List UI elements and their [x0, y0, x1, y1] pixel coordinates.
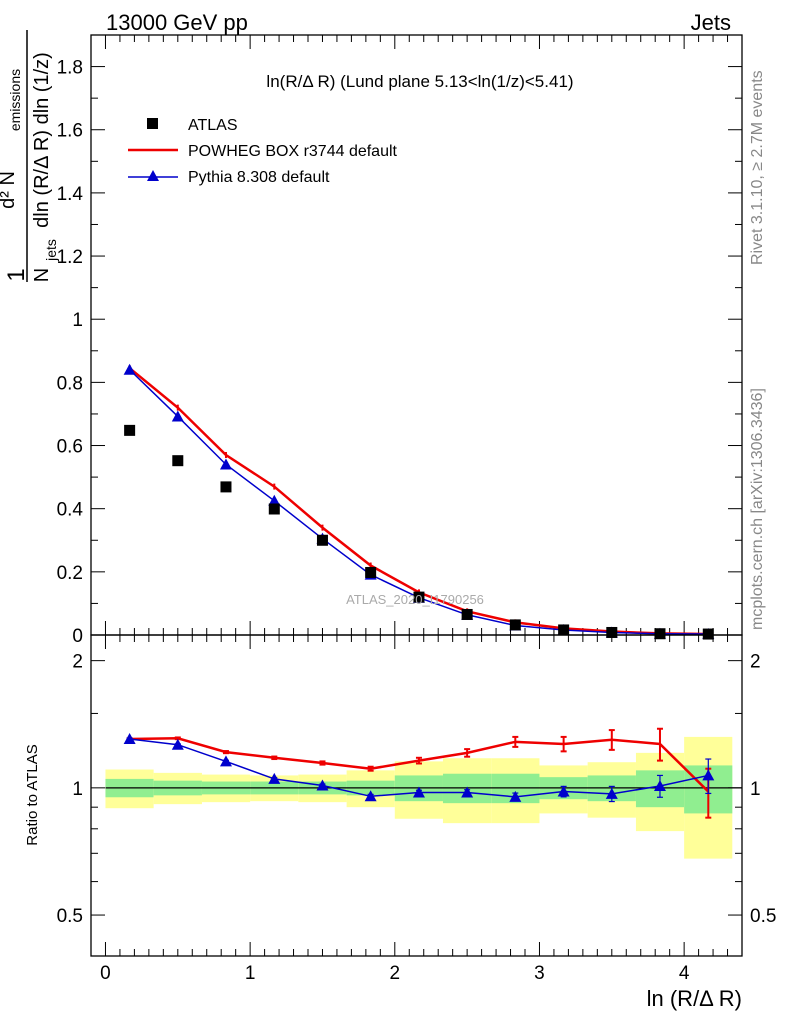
- pythia-point: [123, 363, 136, 375]
- atlas-point: [220, 481, 232, 493]
- ratio-bands: [105, 736, 733, 859]
- ratio-pythia-point: [702, 769, 715, 781]
- atlas-point: [702, 628, 714, 640]
- header-left: 13000 GeV pp: [106, 10, 248, 35]
- ratio-pythia-point: [509, 790, 522, 802]
- atlas-point: [558, 624, 570, 636]
- main-series: [123, 363, 715, 640]
- analysis-watermark: ATLAS_2020_I1790256: [346, 592, 484, 607]
- main-ticks: 0 0.2 0.4 0.6 0.8 1 1.2 1.4 1.6 1.8: [57, 34, 743, 647]
- main-ytick-label: 1.2: [57, 247, 83, 268]
- ratio-xtick-label: 4: [679, 963, 690, 984]
- ratio-pythia-point: [605, 787, 618, 799]
- ratio-ytick-label-left: 0.5: [57, 906, 83, 927]
- main-ytick-label: 0.2: [57, 563, 83, 584]
- ratio-pythia-point: [123, 732, 136, 744]
- ratio-ytick-label-right: 1: [750, 779, 761, 800]
- ratio-pythia-point: [171, 738, 184, 750]
- ratio-panel: 0.5 0.5 1 1 2 2 0 1 2 3 4 Ratio to ATLAS ln (R/Δ R…: [24, 634, 776, 1011]
- pythia-point: [268, 494, 281, 506]
- legend-marker-atlas: [147, 118, 158, 129]
- main-ytick-label: 1.6: [57, 121, 83, 142]
- y-label-denominator-n: N: [31, 268, 53, 282]
- atlas-point: [268, 503, 280, 515]
- main-ytick-label: 0.8: [57, 373, 83, 394]
- atlas-point: [606, 626, 618, 638]
- main-ytick-label: 0.6: [57, 437, 83, 458]
- ratio-plot-frame: [90, 634, 743, 957]
- ratio-y-axis-label: Ratio to ATLAS: [24, 744, 41, 845]
- atlas-point: [654, 628, 666, 640]
- y-label-denominator-rest: dln (R/Δ R) dln (1/z): [31, 52, 53, 228]
- y-label-numerator-d: d² N: [0, 171, 19, 209]
- main-panel: 0 0.2 0.4 0.6 0.8 1 1.2 1.4 1.6 1.8 ln(R/Δ R) (Lu…: [0, 30, 743, 647]
- y-label-denominator-sub: jets: [43, 239, 59, 262]
- ratio-series: [123, 727, 715, 819]
- ratio-xtick-label: 3: [534, 963, 545, 984]
- atlas-point: [316, 534, 328, 546]
- ratio-ytick-label-left: 2: [72, 652, 83, 673]
- ratio-pythia-point: [557, 785, 570, 797]
- pythia-point: [219, 458, 232, 470]
- atlas-point: [365, 566, 377, 578]
- ratio-pythia-point: [412, 786, 425, 798]
- atlas-point: [509, 619, 521, 631]
- ratio-pythia-point: [653, 780, 666, 792]
- main-ytick-label: 1: [72, 310, 83, 331]
- main-ytick-label: 1.4: [57, 184, 84, 205]
- main-ytick-label: 1.8: [57, 58, 83, 79]
- ratio-ytick-label-right: 2: [750, 652, 761, 673]
- y-label-one: 1: [3, 268, 30, 281]
- ratio-ytick-label-left: 1: [72, 779, 83, 800]
- legend-label-powheg: POWHEG BOX r3744 default: [188, 143, 398, 160]
- header-right: Jets: [691, 10, 731, 35]
- pythia-point: [171, 410, 184, 422]
- ratio-xtick-label: 0: [100, 963, 111, 984]
- ratio-pythia-point: [219, 755, 232, 767]
- ratio-pythia-point: [316, 779, 329, 791]
- ratio-xtick-label: 2: [390, 963, 401, 984]
- atlas-point: [413, 591, 425, 603]
- mcplots-credit-text: mcplots.cern.ch [arXiv:1306.3436]: [749, 388, 766, 630]
- ratio-pythia-point: [364, 790, 377, 802]
- main-ytick-label: 0: [72, 626, 83, 647]
- atlas-point: [461, 608, 473, 620]
- main-ytick-label: 0.4: [57, 500, 84, 521]
- ratio-pythia-point: [461, 786, 474, 798]
- ratio-ticks: 0.5 0.5 1 1 2 2 0 1 2 3 4: [57, 635, 776, 984]
- main-y-axis-label: 1 d² N emissions N jets dln (R/Δ R) dln …: [0, 30, 59, 282]
- ratio-xtick-label: 1: [245, 963, 256, 984]
- y-label-numerator-sub: emissions: [7, 69, 23, 131]
- legend-label-atlas: ATLAS: [188, 117, 238, 134]
- x-axis-label: ln (R/Δ R): [647, 986, 742, 1011]
- legend-marker-pythia-triangle: [147, 170, 159, 181]
- rivet-version-text: Rivet 3.1.10, ≥ 2.7M events: [749, 70, 766, 265]
- legend-label-pythia: Pythia 8.308 default: [188, 169, 330, 186]
- main-plot-title: ln(R/Δ R) (Lund plane 5.13<ln(1/z)<5.41): [266, 72, 573, 91]
- legend: ATLAS POWHEG BOX r3744 default Pythia 8.…: [128, 117, 398, 186]
- ratio-pythia-point: [268, 772, 281, 784]
- atlas-point: [124, 424, 136, 436]
- ratio-ytick-label-right: 0.5: [750, 906, 776, 927]
- atlas-point: [172, 455, 184, 467]
